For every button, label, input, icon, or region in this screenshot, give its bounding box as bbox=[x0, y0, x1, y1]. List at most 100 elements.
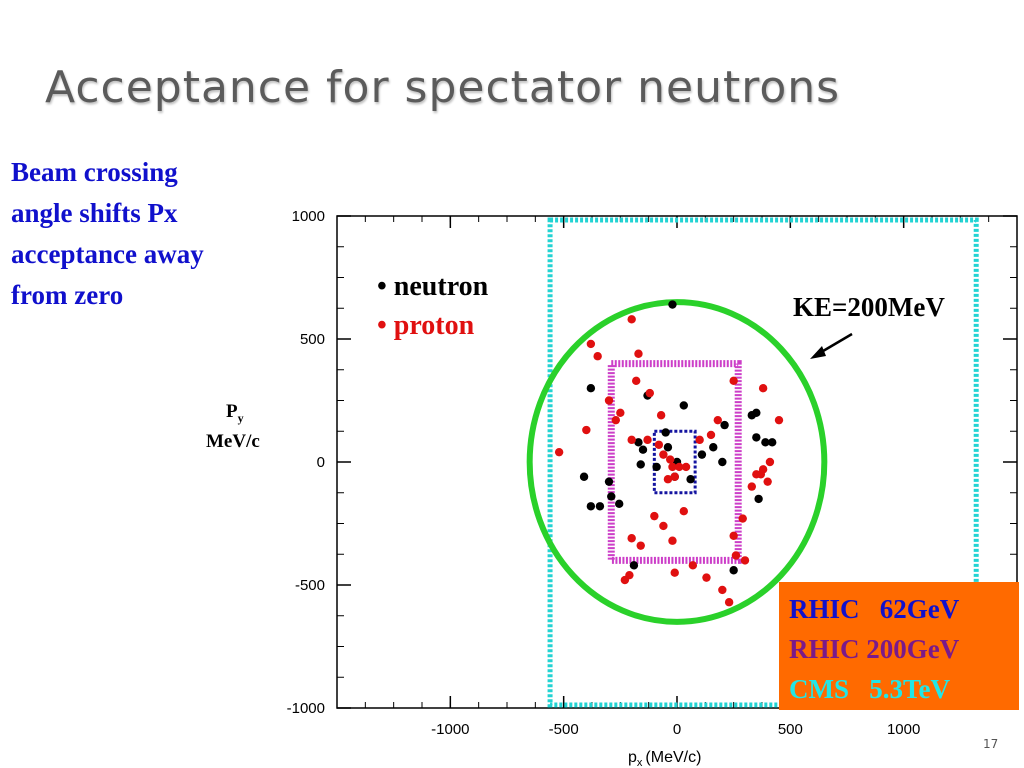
neutron-point bbox=[668, 300, 677, 309]
y-tick-label: 1000 bbox=[292, 208, 325, 225]
proton-point bbox=[668, 536, 677, 545]
y-axis-label-sub: y bbox=[238, 411, 244, 425]
key-rhic-200: RHIC 200GeV bbox=[789, 634, 960, 664]
neutron-point bbox=[586, 502, 596, 511]
proton-point bbox=[729, 531, 738, 540]
y-axis-label: Py bbox=[226, 401, 244, 425]
proton-point bbox=[695, 435, 704, 445]
proton-point bbox=[643, 435, 652, 445]
neutron-point bbox=[629, 561, 639, 570]
proton-point bbox=[702, 573, 711, 582]
proton-point bbox=[713, 415, 722, 425]
neutron-point bbox=[720, 420, 729, 430]
x-tick-label: -500 bbox=[549, 721, 579, 738]
x-axis-label-p: p bbox=[628, 749, 637, 766]
region-rhic-62gev bbox=[652, 429, 697, 495]
y-tick-label: -500 bbox=[295, 577, 325, 594]
proton-point bbox=[681, 462, 691, 472]
axis-ticks: -1000 -500 0 500 1000 -1000 -500 0 500 1000 bbox=[287, 208, 1018, 738]
x-tick-label: 500 bbox=[778, 721, 803, 738]
neutron-point bbox=[752, 408, 761, 417]
proton-point bbox=[729, 376, 738, 386]
proton-point bbox=[659, 450, 668, 459]
proton-point bbox=[679, 507, 688, 516]
proton-point bbox=[706, 430, 716, 440]
neutron-point bbox=[638, 445, 648, 454]
x-tick-label: 0 bbox=[673, 721, 681, 738]
neutron-point bbox=[752, 433, 761, 442]
neutron-point bbox=[754, 494, 763, 504]
proton-point bbox=[627, 435, 636, 445]
neutron-point bbox=[586, 384, 596, 393]
proton-point bbox=[668, 462, 677, 472]
proton-point bbox=[718, 585, 727, 595]
proton-point bbox=[625, 570, 634, 580]
neutron-point bbox=[663, 443, 673, 452]
key-cms: CMS 5.3TeV bbox=[789, 674, 951, 704]
legend-neutron: • neutron bbox=[377, 271, 489, 302]
proton-point bbox=[636, 541, 645, 550]
note-line: from zero bbox=[11, 280, 124, 310]
key-rhic-62: RHIC 62GeV bbox=[789, 594, 960, 624]
proton-point bbox=[650, 511, 659, 521]
legend-proton: • proton bbox=[377, 310, 475, 341]
proton-point bbox=[666, 455, 675, 464]
x-axis-label-unit: (MeV/c) bbox=[645, 749, 701, 766]
proton-point bbox=[731, 551, 741, 560]
neutron-point bbox=[709, 443, 718, 452]
x-tick-label: 1000 bbox=[887, 721, 920, 738]
proton-point bbox=[632, 376, 641, 386]
collider-key-box bbox=[779, 582, 1019, 710]
proton-point bbox=[763, 477, 772, 486]
neutron-point bbox=[636, 460, 645, 469]
y-tick-label: -1000 bbox=[287, 700, 325, 717]
y-tick-label: 500 bbox=[300, 331, 325, 348]
proton-point bbox=[627, 315, 636, 324]
neutron-point bbox=[679, 401, 688, 410]
proton-point bbox=[634, 349, 643, 358]
proton-point bbox=[758, 384, 768, 393]
ke-arrow-head bbox=[810, 346, 826, 359]
neutron-point bbox=[718, 457, 727, 467]
neutron-point bbox=[595, 502, 605, 511]
x-axis-label-sub: x bbox=[637, 757, 643, 768]
neutron-point bbox=[604, 477, 614, 486]
neutron-point bbox=[768, 438, 777, 447]
proton-point bbox=[765, 457, 775, 467]
proton-point bbox=[740, 556, 750, 565]
neutron-point bbox=[729, 566, 738, 575]
y-tick-label: 0 bbox=[317, 454, 325, 471]
neutron-point bbox=[686, 475, 695, 484]
note-line: Beam crossing bbox=[11, 157, 178, 187]
neutron-point bbox=[607, 492, 616, 501]
proton-point bbox=[747, 482, 756, 491]
proton-point bbox=[627, 534, 636, 543]
proton-point bbox=[756, 470, 766, 479]
proton-point bbox=[645, 388, 654, 398]
proton-point bbox=[586, 339, 596, 349]
proton-point bbox=[604, 396, 614, 405]
neutron-point bbox=[697, 450, 707, 459]
x-axis-label: px (MeV/c) bbox=[628, 749, 701, 768]
proton-point bbox=[582, 425, 591, 435]
note-line: angle shifts Px bbox=[11, 198, 178, 228]
slide-title: Acceptance for spectator neutrons bbox=[45, 62, 841, 113]
beam-crossing-note: Beam crossing angle shifts Px acceptance… bbox=[11, 152, 261, 316]
region-ke-200mev bbox=[526, 299, 828, 625]
ke-label: KE=200MeV bbox=[793, 292, 945, 322]
neutron-point bbox=[634, 438, 643, 447]
neutron-point bbox=[761, 438, 770, 447]
proton-point bbox=[724, 598, 734, 607]
proton-point bbox=[593, 352, 602, 361]
y-axis-label-p: P bbox=[226, 401, 238, 422]
proton-point bbox=[611, 415, 620, 425]
data-points bbox=[554, 300, 784, 607]
region-rhic-200gev bbox=[607, 360, 742, 564]
y-axis-label-unit: MeV/c bbox=[206, 431, 260, 452]
proton-point bbox=[675, 462, 684, 472]
proton-point bbox=[670, 472, 679, 481]
proton-point bbox=[554, 447, 564, 457]
neutron-point bbox=[615, 499, 624, 509]
neutron-point bbox=[652, 462, 661, 472]
